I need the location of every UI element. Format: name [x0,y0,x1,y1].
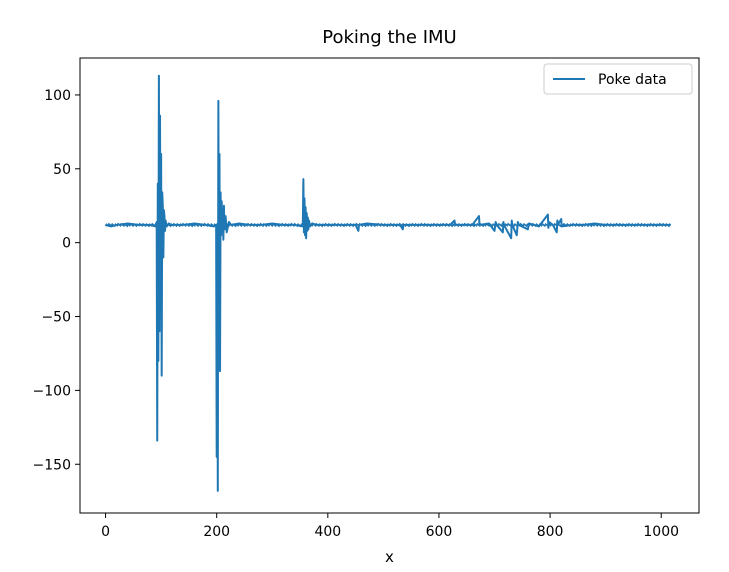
y-tick-label: −150 [33,457,71,473]
x-tick-label: 600 [426,524,453,540]
y-tick-label: 100 [44,88,71,104]
y-ticks: 100 50 0 −50 −100 −150 [33,88,80,473]
x-ticks: 0 200 400 600 800 1000 [101,513,679,540]
legend: Poke data [543,63,693,95]
y-tick-label: 50 [53,162,71,178]
series-baseline-jitter-0 [104,222,672,228]
x-tick-label: 0 [101,524,110,540]
axes-frame [79,57,700,514]
x-tick-label: 200 [203,524,230,540]
x-tick-label: 400 [314,524,341,540]
legend-box [543,63,693,95]
y-tick-label: 0 [62,236,71,252]
chart-title: Poking the IMU [322,27,456,48]
plot-layer [104,74,672,492]
x-tick-label: 800 [537,524,564,540]
x-tick-label: 1000 [643,524,679,540]
y-tick-label: −50 [41,310,71,326]
legend-label: Poke data [598,72,667,88]
y-tick-label: −100 [33,383,71,399]
x-axis-label: x [385,548,394,566]
